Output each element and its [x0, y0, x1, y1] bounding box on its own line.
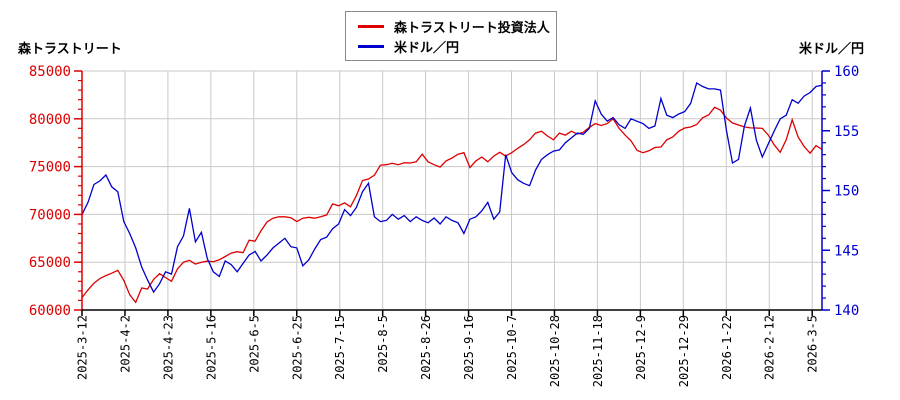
x-tick-label: 2025-11-18 — [591, 315, 605, 387]
x-tick-label: 2025-9-16 — [462, 315, 476, 380]
y-right-tick-label: 150 — [834, 184, 859, 200]
legend-item-usdjpy: 米ドル／円 — [358, 36, 556, 56]
y-right-tick-label: 140 — [834, 303, 859, 319]
x-tick-label: 2026-1-22 — [720, 315, 734, 380]
legend-box: 森トラストリート投資法人 米ドル／円 — [345, 11, 557, 61]
x-tick-label: 2025-3-12 — [76, 315, 90, 380]
x-tick-label: 2025-6-25 — [290, 315, 304, 380]
y-right-tick-label: 155 — [834, 124, 859, 140]
y-right-tick-label: 145 — [834, 243, 859, 259]
x-tick-label: 2025-4-23 — [161, 315, 175, 380]
y-left-tick-label: 80000 — [29, 112, 71, 128]
x-tick-label: 2026-3-5 — [806, 315, 820, 373]
y-left-tick-label: 65000 — [29, 255, 71, 271]
right-axis-title: 米ドル／円 — [798, 42, 864, 57]
y-left-tick-label: 85000 — [29, 64, 71, 80]
x-tick-label: 2025-4-2 — [118, 315, 132, 373]
y-left-tick-label: 75000 — [29, 160, 71, 176]
legend-item-reit: 森トラストリート投資法人 — [358, 16, 556, 36]
reit-line-swatch — [358, 24, 384, 28]
y-left-tick-label: 60000 — [29, 303, 71, 319]
x-tick-label: 2025-10-7 — [505, 315, 519, 380]
series-line-usdjpy — [81, 82, 823, 294]
legend-label-usdjpy: 米ドル／円 — [394, 40, 460, 56]
usdjpy-line-swatch — [358, 44, 384, 48]
y-left-tick-label: 70000 — [29, 207, 71, 223]
x-tick-label: 2025-12-29 — [677, 315, 691, 387]
y-right-tick-label: 160 — [834, 64, 859, 80]
x-tick-label: 2025-8-5 — [376, 315, 390, 373]
x-tick-label: 2025-7-15 — [333, 315, 347, 380]
x-tick-label: 2025-6-5 — [247, 315, 261, 373]
legend-label-reit: 森トラストリート投資法人 — [394, 20, 550, 36]
x-tick-label: 2025-5-16 — [204, 315, 218, 380]
x-tick-label: 2025-8-26 — [419, 315, 433, 380]
series-line-reit — [81, 106, 823, 304]
x-tick-label: 2026-2-12 — [763, 315, 777, 380]
left-axis-title: 森トラストリート — [18, 42, 122, 57]
x-tick-label: 2025-12-9 — [634, 315, 648, 380]
x-tick-label: 2025-10-28 — [548, 315, 562, 387]
